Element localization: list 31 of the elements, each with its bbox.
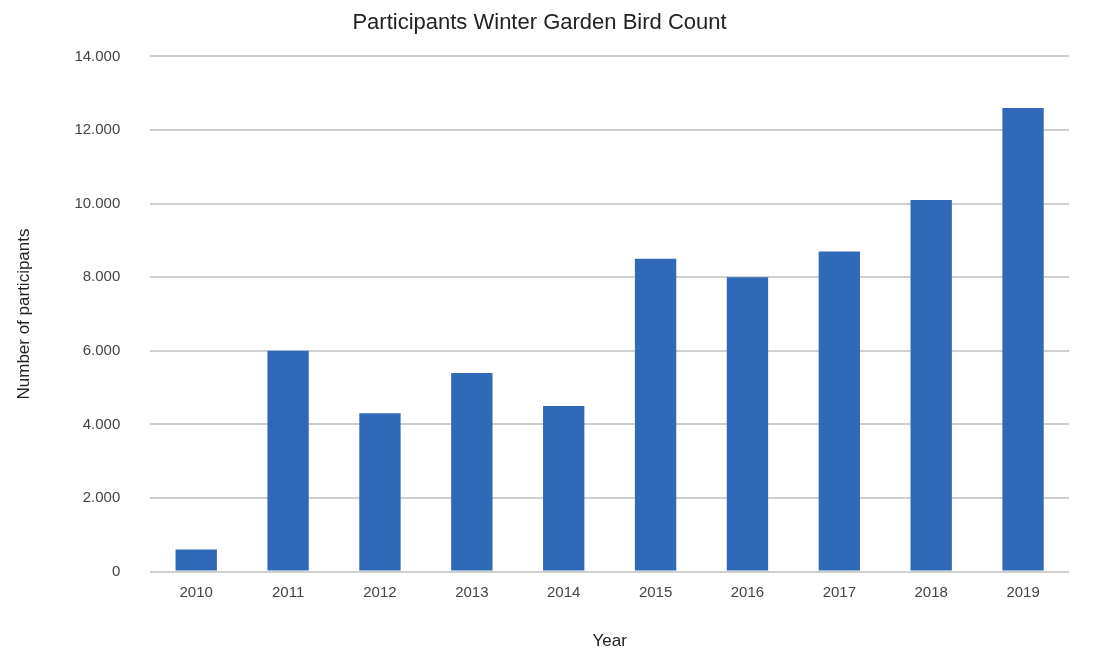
x-tick-label: 2013 xyxy=(455,582,489,600)
x-tick-label: 2015 xyxy=(638,582,673,600)
x-axis-title: Year xyxy=(592,631,628,651)
x-tick-label: 2010 xyxy=(179,582,213,600)
bar xyxy=(451,372,493,571)
x-tick-label: 2018 xyxy=(914,582,948,600)
bar xyxy=(726,277,769,571)
x-tick-label: 2019 xyxy=(1006,582,1040,600)
bar xyxy=(818,251,860,571)
y-axis-title: Number of participants xyxy=(13,228,33,400)
chart-title: Participants Winter Garden Bird Count xyxy=(352,9,727,35)
bar xyxy=(910,199,952,571)
bar xyxy=(543,406,585,571)
y-tick-label: 4.000 xyxy=(82,414,121,432)
y-tick-label: 2.000 xyxy=(82,488,121,506)
x-tick-label: 2014 xyxy=(547,582,581,600)
x-tick-label: 2017 xyxy=(822,582,857,600)
x-tick-label: 2016 xyxy=(730,582,765,600)
x-tick-label: 2011 xyxy=(271,582,305,600)
y-tick-label: 0 xyxy=(111,561,121,579)
bar xyxy=(175,549,217,571)
bar xyxy=(1002,107,1044,571)
bar xyxy=(359,413,401,571)
y-tick-label: 8.000 xyxy=(82,267,121,285)
y-tick-label: 10.000 xyxy=(74,193,121,211)
bar xyxy=(267,350,309,571)
x-tick-label: 2012 xyxy=(363,582,397,600)
y-tick-label: 12.000 xyxy=(74,120,121,138)
y-tick-label: 6.000 xyxy=(82,340,121,358)
y-tick-label: 14.000 xyxy=(74,46,121,64)
bar xyxy=(634,258,677,571)
